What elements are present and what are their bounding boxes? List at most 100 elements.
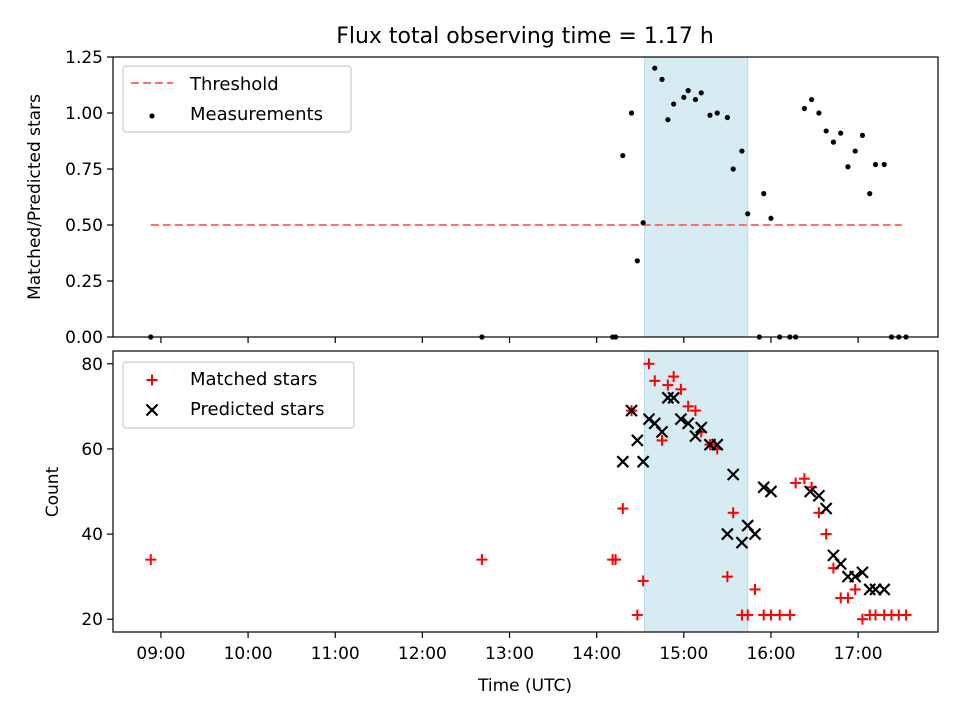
matched-star-point	[790, 477, 802, 489]
measurement-point	[745, 211, 751, 217]
top-y-axis: 0.00 0.25 0.50 0.75 1.00 1.25	[65, 48, 113, 348]
measurement-point	[739, 148, 745, 154]
predicted-star-point	[757, 480, 770, 494]
predicted-star-point	[726, 468, 740, 481]
predicted-star-point	[631, 434, 644, 447]
measurement-point	[881, 161, 887, 168]
measurement-point	[761, 191, 767, 197]
matched-stars-legend-label: Matched stars	[190, 369, 317, 390]
matched-star-point	[145, 554, 157, 566]
predicted-star-point	[819, 502, 833, 515]
measurement-point	[724, 114, 730, 121]
measurement-point	[681, 94, 687, 100]
measurements-legend-swatch	[149, 113, 155, 119]
matched-star-point	[856, 613, 868, 625]
predicted-star-point	[834, 557, 847, 571]
bottom-x-tick-label: 15:00	[659, 644, 708, 664]
predicted-star-point	[748, 527, 762, 541]
bottom-x-tick-label: 09:00	[136, 644, 185, 664]
measurement-point	[859, 132, 866, 138]
top-y-tick-label: 0.75	[65, 160, 103, 180]
bottom-legend-box	[122, 361, 355, 429]
bottom-plot-area	[145, 358, 912, 625]
bottom-x-tick-label: 10:00	[224, 644, 273, 664]
matched-star-point	[617, 503, 629, 515]
predicted-star-point	[681, 417, 695, 430]
measurement-point	[838, 130, 844, 136]
matched-star-point	[742, 609, 754, 621]
top-y-tick-label: 1.25	[65, 48, 103, 68]
matched-star-point	[798, 473, 810, 485]
predicted-star-point	[689, 429, 702, 443]
bottom-panel: 20 40 60 80 09:00 10:00 11:00 12:00 13:00 14:00 1…	[43, 350, 939, 696]
bottom-x-tick-label: 11:00	[311, 644, 360, 664]
predicted-star-point	[877, 583, 891, 596]
bottom-x-axis-label: Time (UTC)	[477, 676, 572, 696]
measurement-point	[852, 148, 858, 154]
measurement-point	[801, 105, 807, 112]
matched-star-point	[643, 358, 655, 370]
predicted-star-point	[616, 455, 630, 468]
measurement-point	[634, 258, 640, 264]
matched-star-point	[849, 583, 861, 595]
bottom-x-tick-label: 14:00	[572, 644, 621, 664]
matched-star-point	[842, 592, 854, 604]
predicted-star-point	[667, 391, 680, 405]
measurement-point	[698, 90, 704, 96]
measurement-point	[692, 96, 699, 103]
top-panel-title: Flux total observing time = 1.17 h	[336, 24, 714, 49]
measurement-point	[707, 112, 713, 118]
predicted-star-point	[710, 438, 724, 451]
predicted-stars-legend-marker	[145, 403, 159, 417]
bottom-x-tick-label: 12:00	[398, 644, 447, 664]
measurement-point	[872, 161, 879, 168]
top-legend: Threshold Measurements	[122, 65, 352, 133]
measurement-point	[659, 76, 665, 82]
measurement-point	[652, 65, 658, 71]
measurement-point	[867, 191, 873, 197]
top-y-axis-label: Matched/Predicted stars	[25, 94, 45, 300]
matched-star-point	[675, 383, 687, 395]
matched-star-point	[649, 375, 661, 387]
predicted-star-point	[721, 527, 734, 541]
measurement-point	[768, 215, 774, 221]
top-panel: Flux total observing time = 1.17 h 0.000…	[25, 24, 939, 348]
measurement-point	[816, 110, 822, 116]
matched-star-point	[749, 583, 761, 595]
top-y-tick-label: 0.50	[65, 216, 103, 236]
matched-star-point	[689, 405, 701, 417]
measurement-point	[714, 110, 720, 116]
bottom-y-axis: 20 40 60 80	[81, 355, 113, 630]
predicted-star-point	[848, 570, 862, 583]
bottom-y-tick-label: 40	[81, 525, 103, 545]
bottom-highlight-span	[644, 350, 749, 633]
matched-star-point	[820, 528, 832, 540]
measurement-point	[671, 101, 677, 107]
matched-star-point	[784, 609, 796, 621]
bottom-x-tick-label: 13:00	[485, 644, 534, 664]
measurement-point	[823, 128, 829, 134]
predicted-star-point	[655, 425, 669, 439]
matched-star-point	[727, 507, 739, 519]
top-y-tick-label: 0.25	[65, 272, 103, 292]
bottom-y-tick-label: 20	[81, 610, 103, 630]
top-y-tick-label: 1.00	[65, 104, 103, 124]
predicted-star-point	[636, 455, 650, 468]
bottom-y-axis-label: Count	[43, 466, 63, 517]
matched-star-point	[476, 554, 488, 566]
bottom-y-tick-label: 80	[81, 355, 103, 375]
bottom-legend: Matched stars Predicted stars	[122, 361, 355, 429]
measurement-point	[620, 152, 626, 159]
matched-star-point	[721, 571, 733, 583]
measurement-point	[845, 164, 851, 170]
measurement-point	[628, 110, 635, 116]
measurements-legend-label: Measurements	[190, 104, 323, 125]
matched-star-point	[631, 609, 643, 621]
predicted-stars-legend-swatch	[145, 403, 159, 417]
top-plot-area	[148, 65, 909, 340]
predicted-star-point	[856, 566, 869, 579]
matched-stars-legend-marker	[146, 374, 158, 386]
predicted-stars-legend-label: Predicted stars	[190, 399, 324, 420]
matched-star-point	[900, 609, 912, 621]
